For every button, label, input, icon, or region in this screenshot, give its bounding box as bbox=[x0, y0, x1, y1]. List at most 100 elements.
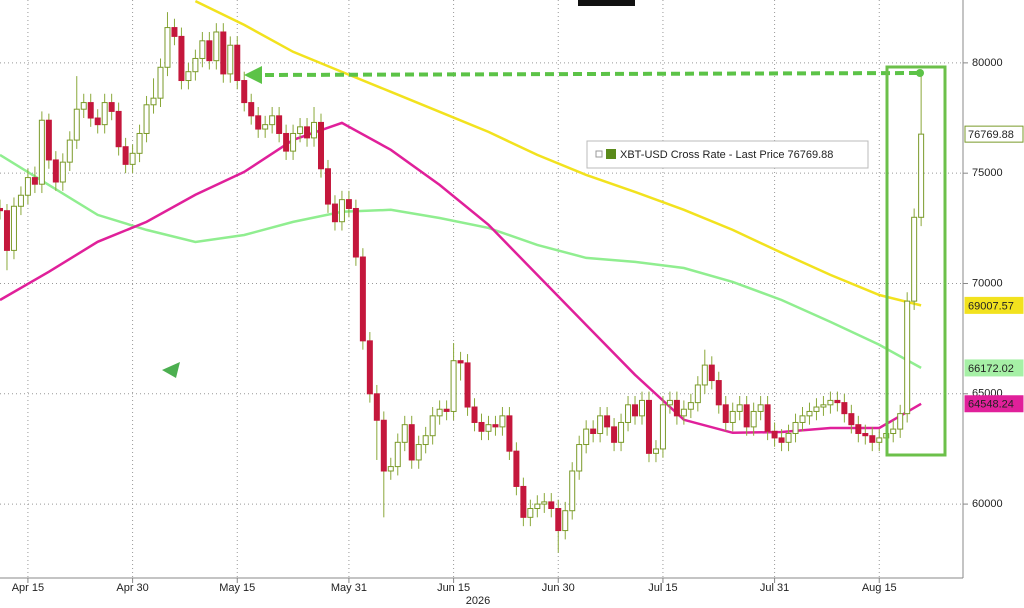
candle-body bbox=[373, 393, 380, 421]
candle-body bbox=[492, 424, 499, 428]
candle-body bbox=[820, 404, 827, 408]
candle-body bbox=[911, 216, 918, 302]
y-tick-label: 80000 bbox=[972, 57, 1003, 69]
x-tick-label: Apr 15 bbox=[12, 582, 44, 594]
candle-body bbox=[331, 203, 338, 223]
candle-body bbox=[687, 402, 694, 410]
candle-body bbox=[750, 410, 757, 428]
candle-body bbox=[527, 508, 534, 518]
candle-body bbox=[520, 485, 527, 518]
candle-body bbox=[241, 80, 248, 104]
candle-body bbox=[80, 102, 87, 110]
candle-body bbox=[904, 300, 911, 415]
candle-body bbox=[722, 404, 729, 423]
candle-body bbox=[324, 168, 331, 205]
candle-body bbox=[757, 404, 764, 412]
candle-body bbox=[73, 108, 80, 141]
x-tick-label: Apr 30 bbox=[116, 582, 148, 594]
candle-body bbox=[743, 404, 750, 428]
x-tick-label: May 15 bbox=[219, 582, 255, 594]
x-tick-label: May 31 bbox=[331, 582, 367, 594]
candle-body bbox=[297, 126, 304, 134]
candle-body bbox=[115, 110, 122, 148]
legend-icon bbox=[595, 150, 603, 158]
x-year-label: 2026 bbox=[466, 595, 490, 607]
candle-body bbox=[31, 177, 38, 185]
candle-body bbox=[164, 27, 171, 68]
candle-body bbox=[666, 399, 673, 406]
candle-body bbox=[220, 31, 227, 75]
candle-body bbox=[52, 159, 59, 183]
top-marker bbox=[578, 0, 635, 6]
candle-body bbox=[876, 437, 883, 443]
candle-body bbox=[576, 444, 583, 472]
candle-body bbox=[199, 40, 206, 59]
candle-body bbox=[499, 415, 506, 428]
candle-body bbox=[87, 102, 94, 119]
candle-body bbox=[618, 421, 625, 443]
legend: XBT-USD Cross Rate - Last Price 76769.88 bbox=[586, 140, 869, 169]
candle-body bbox=[108, 102, 115, 112]
candle-body bbox=[352, 207, 359, 258]
candle-body bbox=[387, 466, 394, 472]
candle-body bbox=[94, 117, 101, 126]
legend-text: XBT-USD Cross Rate - Last Price 76769.88 bbox=[620, 149, 833, 161]
candle-body bbox=[548, 501, 555, 510]
candle-body bbox=[101, 102, 108, 126]
candle-body bbox=[729, 410, 736, 423]
legend-swatch bbox=[606, 149, 616, 159]
candle-body bbox=[897, 413, 904, 430]
candle-body bbox=[771, 430, 778, 439]
candle-body bbox=[862, 433, 869, 437]
candle-body bbox=[345, 199, 352, 209]
y-tick-label: 70000 bbox=[972, 277, 1003, 289]
x-tick-label: Aug 15 bbox=[862, 582, 897, 594]
price-tag-label: 69007.57 bbox=[968, 300, 1014, 312]
candle-body bbox=[680, 408, 687, 417]
candle-body bbox=[206, 40, 213, 62]
candle-body bbox=[639, 399, 645, 417]
candle-body bbox=[380, 419, 387, 472]
candle-body bbox=[171, 27, 178, 37]
candle-body bbox=[855, 424, 862, 434]
candle-body bbox=[192, 57, 199, 73]
candle-body bbox=[38, 119, 45, 185]
candle-body bbox=[304, 126, 311, 139]
candle-body bbox=[604, 415, 611, 428]
candle-body bbox=[136, 132, 143, 154]
candle-body bbox=[611, 426, 618, 443]
candle-body bbox=[708, 364, 715, 382]
candle-body bbox=[262, 124, 269, 130]
highlight-box bbox=[885, 65, 947, 457]
candle-body bbox=[422, 435, 429, 446]
candle-body bbox=[562, 510, 569, 532]
candle-body bbox=[457, 360, 464, 364]
candle-body bbox=[834, 399, 841, 404]
y-tick-label: 75000 bbox=[972, 167, 1003, 179]
candle-body bbox=[590, 428, 597, 435]
candle-body bbox=[541, 501, 548, 505]
candle-body bbox=[415, 444, 422, 461]
candle-body bbox=[506, 415, 513, 452]
candle-body bbox=[24, 177, 31, 196]
price-tag bbox=[964, 395, 1024, 413]
candle-body bbox=[659, 404, 666, 450]
candle-body bbox=[813, 406, 820, 412]
price-tag bbox=[964, 125, 1024, 143]
legend-value: 76769.88 bbox=[788, 149, 834, 161]
candle-body bbox=[3, 210, 10, 251]
candle-body bbox=[45, 119, 52, 161]
candle-body bbox=[736, 404, 743, 412]
price-tag bbox=[964, 296, 1024, 314]
candle-body bbox=[255, 115, 262, 130]
candle-body bbox=[694, 384, 701, 404]
candle-body bbox=[178, 35, 185, 82]
price-tag-label: 66172.02 bbox=[968, 363, 1014, 375]
x-tick-label: Jun 15 bbox=[437, 582, 470, 594]
candle-body bbox=[597, 415, 604, 434]
candle-body bbox=[464, 362, 471, 408]
candle-body bbox=[0, 207, 3, 212]
candle-body bbox=[799, 415, 806, 423]
